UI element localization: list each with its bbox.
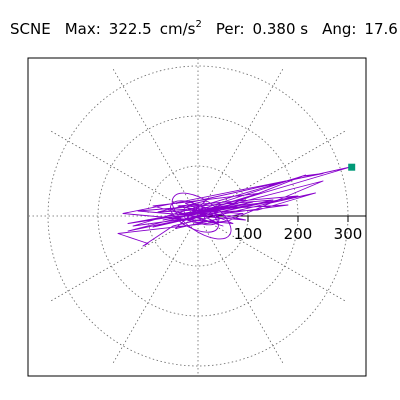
trace-loop (183, 204, 220, 226)
max-label: Max: (64, 20, 101, 38)
radial-tick-label: 200 (284, 225, 313, 243)
trace-line (117, 166, 351, 247)
radial-tick-label: 300 (334, 225, 363, 243)
motion-trace (117, 166, 351, 247)
radial-tick-label: 100 (234, 225, 263, 243)
peak-marker-group (348, 163, 356, 171)
trace-loop (183, 211, 206, 223)
grid-spoke (197, 215, 346, 302)
per-value: 0.380 s (252, 20, 309, 38)
grid-spoke (50, 130, 199, 217)
grid-spoke (197, 215, 284, 364)
max-value: 322.5 (108, 20, 152, 38)
grid-spoke (112, 215, 199, 364)
max-unit-superscript: 2 (195, 19, 202, 30)
per-label: Per: (215, 20, 245, 38)
grid-spoke (112, 68, 199, 217)
ang-label: Ang: (322, 20, 357, 38)
grid-spoke (197, 68, 284, 217)
ang-value: 17.6 (364, 20, 398, 38)
max-unit: cm/s (159, 20, 196, 38)
header-bar: SCNE Max: 322.5 cm/s2 Per: 0.380 s Ang: 17.6 (10, 14, 398, 38)
trace-loop (170, 200, 219, 233)
peak-marker (348, 163, 356, 171)
grid-spoke (50, 215, 199, 302)
radial-axis: 100 200 300 (198, 215, 366, 243)
station-code: SCNE (10, 20, 51, 38)
trace-loop (171, 192, 232, 240)
